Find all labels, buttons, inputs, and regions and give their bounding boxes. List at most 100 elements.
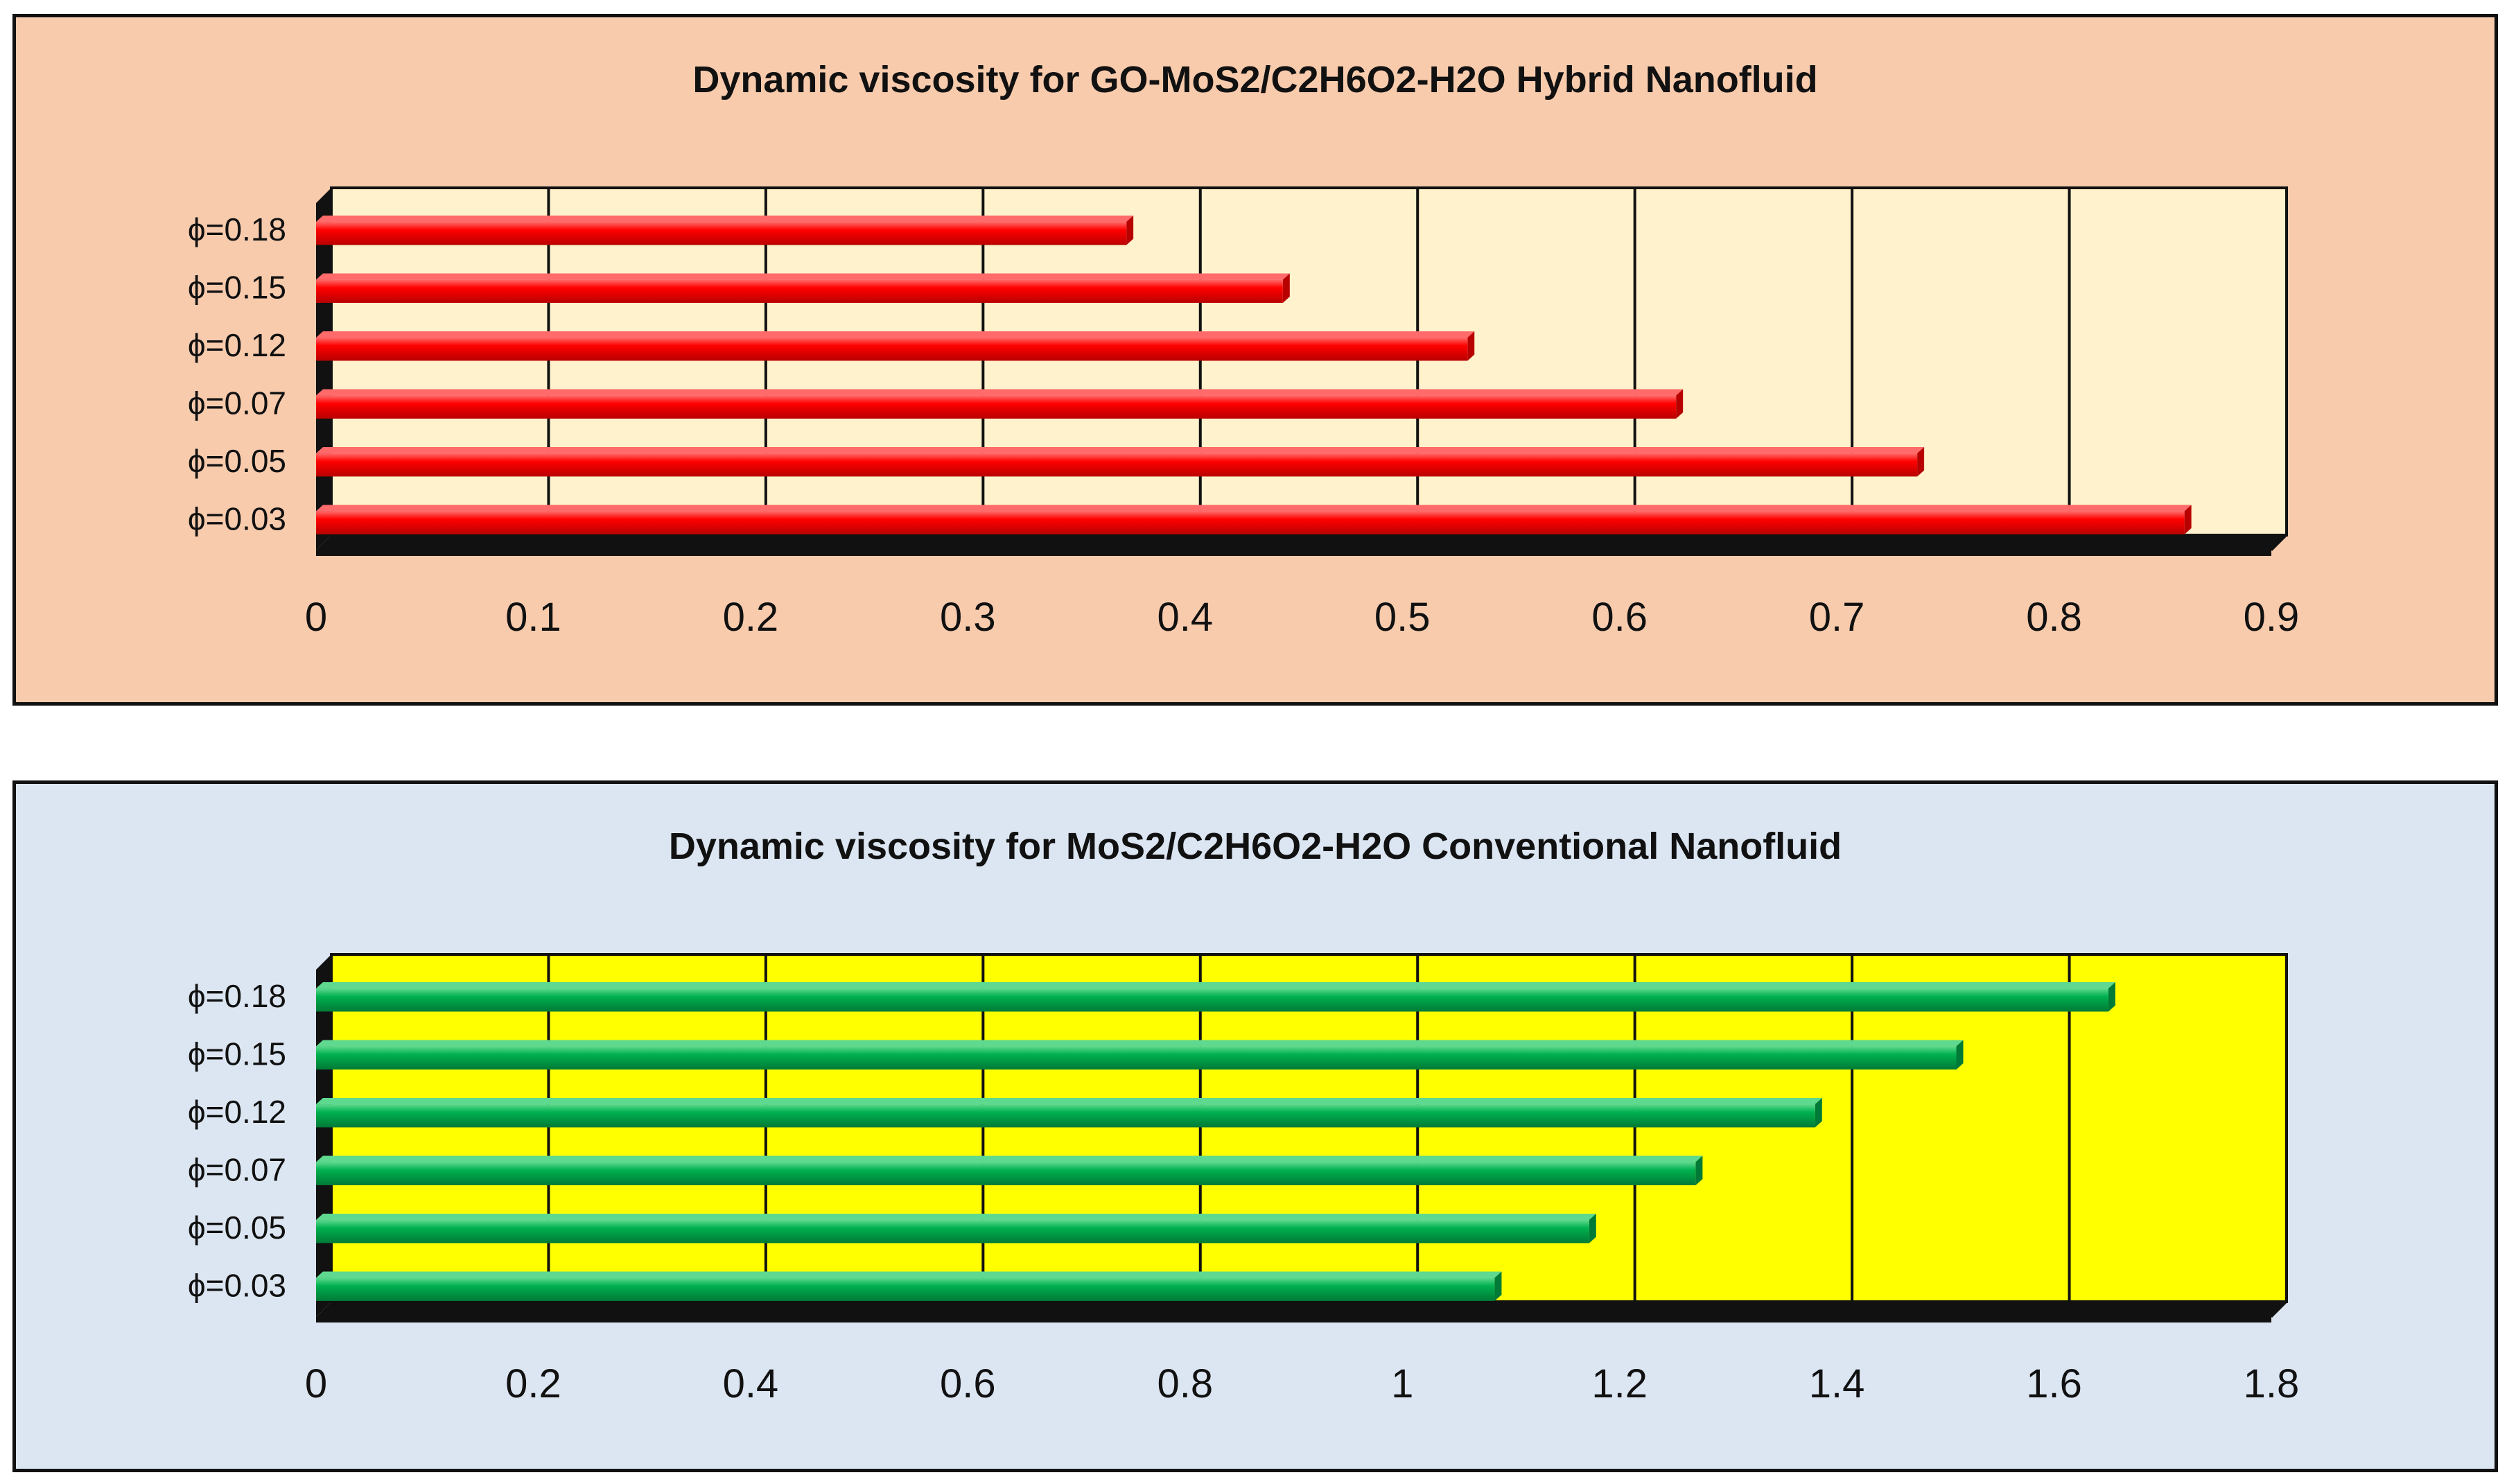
- gridline-floor: [1618, 1300, 1636, 1318]
- bar-end: [2184, 505, 2192, 534]
- bar-end: [1589, 1214, 1596, 1243]
- x-tick-label: 0.3: [940, 595, 996, 640]
- x-tick-label: 1.6: [2026, 1361, 2082, 1406]
- bar: [316, 331, 1475, 361]
- bar-top: [316, 216, 1134, 222]
- floor: [316, 1302, 2287, 1317]
- bar: [316, 1214, 1596, 1243]
- chart-conventional: Dynamic viscosity for MoS2/C2H6O2-H2O Co…: [188, 826, 2300, 1406]
- plot-area: [330, 953, 2288, 1303]
- category-label: ϕ=0.12: [188, 1094, 286, 1130]
- bar-front: [316, 338, 1468, 361]
- x-tick-label: 0.4: [723, 1361, 779, 1406]
- x-tick-label: 0.7: [1809, 595, 1865, 640]
- bar-front: [316, 395, 1677, 419]
- category-label: ϕ=0.18: [188, 211, 286, 247]
- bar-end: [1282, 273, 1290, 303]
- category-label: ϕ=0.12: [188, 327, 286, 363]
- bar-top: [316, 982, 2115, 989]
- category-label: ϕ=0.15: [188, 269, 286, 305]
- x-tick-label: 0: [305, 1361, 327, 1406]
- x-tick-label: 0.2: [505, 1361, 561, 1406]
- chart-hybrid: Dynamic viscosity for GO-MoS2/C2H6O2-H2O…: [188, 59, 2300, 640]
- gridline-floor: [2053, 1300, 2070, 1318]
- x-tick-label: 0.4: [1157, 595, 1213, 640]
- gridline-floor: [1836, 534, 1853, 552]
- chart-panel-conventional: Dynamic viscosity for MoS2/C2H6O2-H2O Co…: [12, 780, 2498, 1472]
- gridline-floor: [749, 534, 767, 552]
- bar-end: [1126, 216, 1134, 245]
- x-tick-label: 0.2: [723, 595, 779, 640]
- bar-top: [316, 1098, 1822, 1105]
- bar-front: [316, 1162, 1696, 1185]
- gridline-floor: [967, 1300, 984, 1318]
- category-label: ϕ=0.07: [188, 385, 286, 421]
- gridline-floor: [1618, 534, 1636, 552]
- category-label: ϕ=0.18: [188, 978, 286, 1014]
- gridline-floor: [532, 534, 550, 552]
- gridline-floor: [1401, 1300, 1419, 1318]
- bar-top: [316, 273, 1290, 280]
- bar-top: [316, 1214, 1596, 1221]
- x-tick-label: 1.8: [2244, 1361, 2300, 1406]
- bar-end: [1917, 447, 1925, 477]
- gridline-floor: [2270, 534, 2288, 552]
- bar-end: [1815, 1098, 1822, 1128]
- bar-end: [1467, 331, 1475, 361]
- bar-top: [316, 1155, 1703, 1162]
- category-label: ϕ=0.03: [188, 1267, 286, 1303]
- bar-front: [316, 1220, 1589, 1243]
- x-tick-label: 1.4: [1809, 1361, 1865, 1406]
- gridline-floor: [1184, 534, 1201, 552]
- bar-end: [1494, 1271, 1502, 1301]
- gridline-floor: [1401, 534, 1419, 552]
- gridline-floor: [2270, 1300, 2288, 1318]
- x-tick-label: 0: [305, 595, 327, 640]
- bar-end: [1676, 389, 1684, 419]
- bar-front: [316, 222, 1127, 245]
- x-tick-label: 0.5: [1374, 595, 1431, 640]
- bar: [316, 505, 2192, 534]
- bar: [316, 1155, 1703, 1185]
- bar-front: [316, 453, 1918, 477]
- x-tick-label: 0.1: [505, 595, 561, 640]
- plot-area: [330, 186, 2288, 536]
- x-tick-label: 0.6: [1591, 595, 1648, 640]
- bar-front: [316, 279, 1283, 303]
- chart-panel-hybrid: Dynamic viscosity for GO-MoS2/C2H6O2-H2O…: [12, 14, 2498, 706]
- floor: [316, 535, 2287, 550]
- chart-title: Dynamic viscosity for MoS2/C2H6O2-H2O Co…: [669, 826, 1842, 867]
- bar: [316, 389, 1684, 419]
- bar-top: [316, 447, 1925, 454]
- x-tick-label: 0.9: [2244, 595, 2300, 640]
- gridline-floor: [749, 1300, 767, 1318]
- bar-end: [1956, 1040, 1964, 1070]
- bar: [316, 982, 2115, 1012]
- chart-title: Dynamic viscosity for GO-MoS2/C2H6O2-H2O…: [692, 59, 1817, 101]
- x-tick-label: 1: [1391, 1361, 1413, 1406]
- bar-front: [316, 1104, 1815, 1128]
- gridline-floor: [967, 534, 984, 552]
- bar-front: [316, 988, 2108, 1012]
- category-label: ϕ=0.07: [188, 1151, 286, 1187]
- x-tick-label: 0.6: [940, 1361, 996, 1406]
- category-label: ϕ=0.05: [188, 1210, 286, 1246]
- bar: [316, 1098, 1822, 1128]
- x-tick-label: 0.8: [2026, 595, 2082, 640]
- bar-top: [316, 331, 1475, 338]
- gridline-floor: [1836, 1300, 1853, 1318]
- bar-end: [2108, 982, 2115, 1012]
- bar-top: [316, 505, 2192, 512]
- category-label: ϕ=0.05: [188, 443, 286, 479]
- category-label: ϕ=0.15: [188, 1036, 286, 1072]
- gridline-floor: [1184, 1300, 1201, 1318]
- x-tick-label: 1.2: [1591, 1361, 1648, 1406]
- category-label: ϕ=0.03: [188, 500, 286, 536]
- gridline-floor: [532, 1300, 550, 1318]
- bar: [316, 447, 1925, 477]
- x-tick-label: 0.8: [1157, 1361, 1213, 1406]
- bar: [316, 1040, 1964, 1070]
- bar: [316, 273, 1290, 303]
- bar-top: [316, 1040, 1964, 1047]
- bar-top: [316, 389, 1684, 396]
